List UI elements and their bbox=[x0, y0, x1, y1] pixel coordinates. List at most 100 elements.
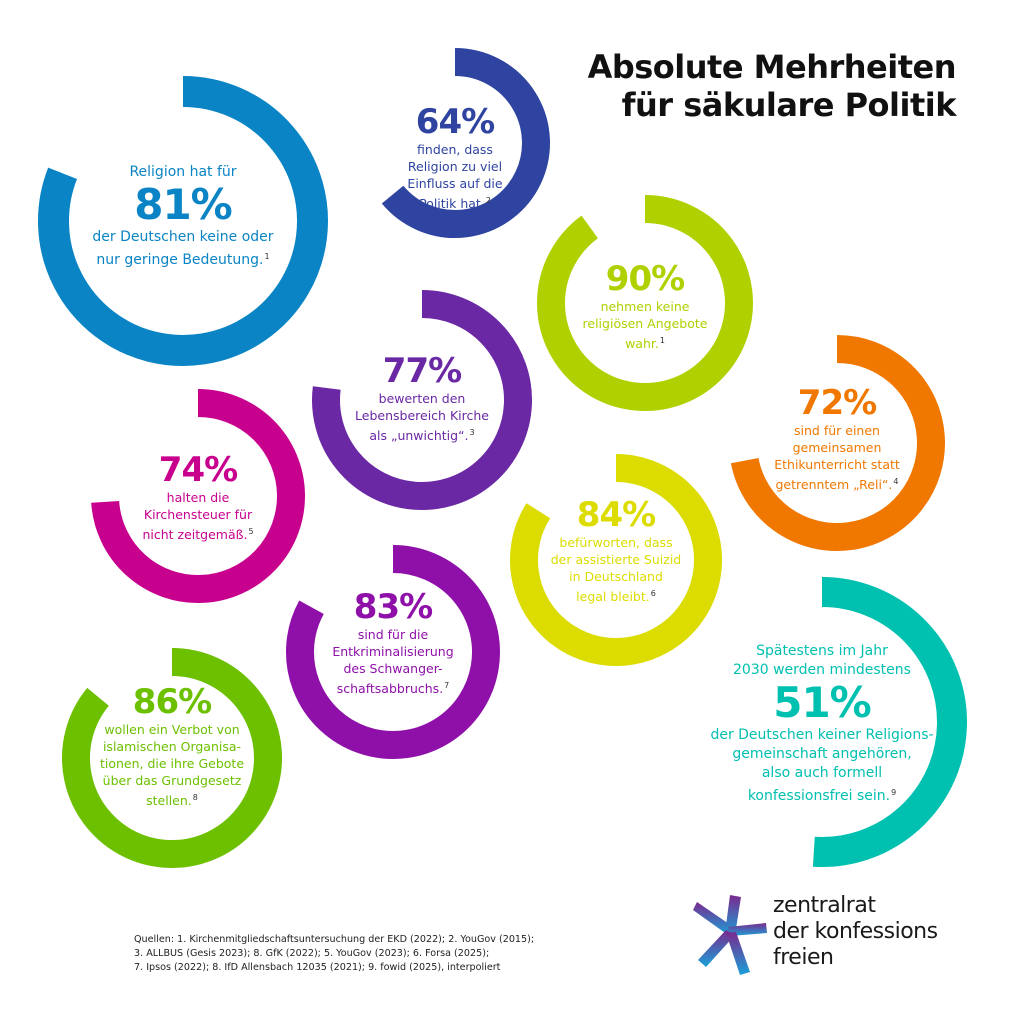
stat-description: konfessionsfrei sein.9 bbox=[697, 783, 947, 806]
stat-description: der Deutschen keiner Religions- bbox=[697, 726, 947, 745]
stat-description-line: der assistierte Suizid bbox=[550, 552, 682, 567]
stat-description: stellen.8 bbox=[82, 789, 262, 809]
stat-description-line: Einfluss auf die bbox=[407, 176, 503, 191]
ring-arc-kirchensteuer bbox=[91, 389, 305, 603]
stat-description-line: des Schwanger- bbox=[343, 661, 443, 676]
sources-line-2: 3. ALLBUS (Gesis 2023); 8. GfK (2022); 5… bbox=[134, 948, 490, 959]
stat-description: tionen, die ihre Gebote bbox=[82, 755, 262, 772]
sources-footnote: Quellen: 1. Kirchenmitgliedschaftsunters… bbox=[134, 933, 534, 975]
stat-description-line: Entkriminalisierung bbox=[332, 644, 454, 659]
logo-line-2: der konfessions bbox=[773, 919, 938, 944]
stat-pre-text: 2030 werden mindestens bbox=[733, 662, 911, 678]
stat-description: nicht zeitgemäß.5 bbox=[123, 523, 273, 543]
stat-description: bewerten den bbox=[337, 390, 507, 407]
stat-description-line: legal bleibt. bbox=[576, 589, 650, 604]
stat-description: als „unwichtig“.3 bbox=[337, 424, 507, 444]
stat-description: gemeinschaft angehören, bbox=[697, 745, 947, 764]
stat-konfessionsfrei-2030: Spätestens im Jahr 2030 werden mindestens… bbox=[697, 642, 947, 806]
stat-description-line: Lebensbereich Kirche bbox=[355, 408, 489, 423]
stat-description: halten die bbox=[123, 489, 273, 506]
stat-description: des Schwanger- bbox=[308, 660, 478, 677]
stat-description-line: wollen ein Verbot von bbox=[104, 722, 240, 737]
stat-description: befürworten, dass bbox=[531, 534, 701, 551]
page-title: Absolute Mehrheiten für säkulare Politik bbox=[588, 48, 957, 124]
stat-description: Lebensbereich Kirche bbox=[337, 407, 507, 424]
stat-percent: 51% bbox=[773, 678, 872, 727]
ring-arc-einfluss-politik bbox=[381, 48, 550, 238]
stat-description: Politik hat.2 bbox=[385, 192, 525, 212]
stat-description-line: nehmen keine bbox=[600, 299, 690, 314]
sources-line-1: Quellen: 1. Kirchenmitgliedschaftsunters… bbox=[134, 934, 535, 945]
stat-description-line: Politik hat. bbox=[419, 196, 485, 211]
stat-assistierter-suizid: 84% befürworten, dass der assistierte Suiz… bbox=[531, 496, 701, 605]
stat-description-line: religiösen Angebote bbox=[582, 316, 708, 331]
ring-arc-ethikunterricht bbox=[730, 335, 945, 551]
stat-description-line: Kirchensteuer für bbox=[143, 507, 253, 522]
stat-percent: 84% bbox=[576, 495, 656, 535]
stat-religioese-angebote: 90% nehmen keine religiösen Angebote wahr.1 bbox=[565, 260, 725, 352]
stat-description-line: befürworten, dass bbox=[559, 535, 673, 550]
stat-description: Einfluss auf die bbox=[385, 175, 525, 192]
title-line-2: für säkulare Politik bbox=[621, 86, 957, 124]
stat-description: nehmen keine bbox=[565, 298, 725, 315]
logo-line-3: freien bbox=[773, 945, 834, 970]
ring-arc-religioese-angebote bbox=[537, 195, 753, 411]
stat-description-line: über das Grundgesetz bbox=[102, 773, 242, 788]
stat-description-line: bewerten den bbox=[378, 391, 466, 406]
stat-description: finden, dass bbox=[385, 141, 525, 158]
stat-percent: 72% bbox=[797, 383, 877, 423]
stat-description: Religion zu viel bbox=[385, 158, 525, 175]
stat-description: islamischen Organisa- bbox=[82, 738, 262, 755]
ring-arc-assistierter-suizid bbox=[510, 454, 722, 666]
stat-description-line: der Deutschen keiner Religions- bbox=[710, 727, 934, 743]
stat-percent: 90% bbox=[605, 259, 685, 299]
footnote-marker: 6 bbox=[650, 589, 656, 598]
stat-description-line: schaftsabbruchs. bbox=[336, 681, 444, 696]
logo-line-1: zentralrat bbox=[773, 893, 876, 918]
stat-ethikunterricht: 72% sind für einen gemeinsamen Ethikunterri… bbox=[757, 384, 917, 493]
stat-description-line: stellen. bbox=[146, 793, 192, 808]
stat-description: wahr.1 bbox=[565, 332, 725, 352]
stat-description-line: Ethikunterricht statt bbox=[774, 457, 900, 472]
stat-description-line: nicht zeitgemäß. bbox=[142, 527, 248, 542]
stat-description-line: halten die bbox=[166, 490, 230, 505]
stat-description: sind für die bbox=[308, 626, 478, 643]
stat-percent: 83% bbox=[353, 587, 433, 627]
footnote-marker: 9 bbox=[891, 788, 897, 797]
stat-kirchensteuer: 74% halten die Kirchensteuer für nicht zeit… bbox=[123, 451, 273, 543]
stat-description: religiösen Angebote bbox=[565, 315, 725, 332]
ring-arc-verbot-organisationen bbox=[62, 648, 282, 868]
stat-description-line: als „unwichtig“. bbox=[369, 428, 469, 443]
stat-verbot-organisationen: 86% wollen ein Verbot von islamischen Orga… bbox=[82, 683, 262, 809]
stat-description-line: finden, dass bbox=[417, 142, 493, 157]
stat-description-line: in Deutschland bbox=[569, 569, 663, 584]
stat-percent: 81% bbox=[134, 180, 233, 229]
stat-religion-bedeutung: Religion hat für 81% der Deutschen keine o… bbox=[68, 163, 298, 270]
ring-arc-schwangerschaftsabbruch bbox=[286, 545, 500, 759]
stat-description-line: konfessionsfrei sein. bbox=[747, 788, 891, 804]
stat-description-line: getrenntem „Reli“. bbox=[775, 477, 893, 492]
asterisk-logo-icon bbox=[693, 895, 767, 975]
stat-description: nur geringe Bedeutung.1 bbox=[68, 247, 298, 270]
ring-arc-religion-bedeutung bbox=[38, 76, 328, 366]
ring-arc-konfessionsfrei-2030 bbox=[812, 577, 967, 867]
stat-description-line: sind für einen bbox=[794, 423, 880, 438]
stat-description-line: der Deutschen keine oder bbox=[92, 229, 274, 245]
logo-wordmark: zentralrat der konfessions freien bbox=[773, 893, 938, 971]
stat-description: Kirchensteuer für bbox=[123, 506, 273, 523]
sources-line-3: 7. Ipsos (2022); 8. IfD Allensbach 12035… bbox=[134, 962, 501, 973]
stat-description-line: Religion zu viel bbox=[407, 159, 503, 174]
stat-schwangerschaftsabbruch: 83% sind für die Entkriminalisierung des Sc… bbox=[308, 588, 478, 697]
stat-percent: 64% bbox=[415, 102, 495, 142]
stat-percent: 77% bbox=[382, 351, 462, 391]
stat-description-line: sind für die bbox=[357, 627, 429, 642]
ring-arc-kirche-unwichtig bbox=[312, 290, 532, 510]
stat-description-line: wahr. bbox=[625, 336, 659, 351]
stat-pre-text: Religion hat für bbox=[129, 164, 237, 180]
stat-description: über das Grundgesetz bbox=[82, 772, 262, 789]
stat-description: gemeinsamen bbox=[757, 439, 917, 456]
footnote-marker: 4 bbox=[893, 477, 899, 486]
stat-percent: 74% bbox=[158, 450, 238, 490]
stat-description: legal bleibt.6 bbox=[531, 585, 701, 605]
